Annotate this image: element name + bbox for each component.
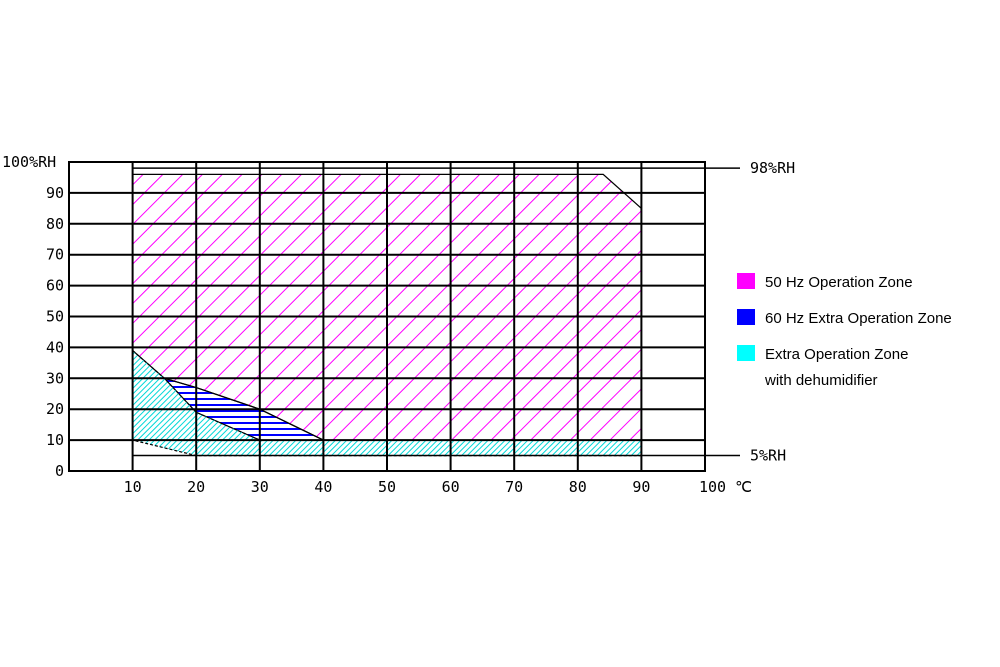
- reference-label-5: 5%RH: [750, 447, 786, 465]
- plot-frame: [68, 161, 706, 472]
- x-tick-label: 50: [378, 478, 396, 496]
- x-tick-label: 90: [632, 478, 650, 496]
- y-tick-label: 80: [46, 215, 64, 233]
- x-tick-label: 10: [124, 478, 142, 496]
- y-tick-label: 60: [46, 277, 64, 295]
- y-tick-label: 20: [46, 400, 64, 418]
- y-tick-label: 100%RH: [2, 153, 56, 171]
- y-tick-label: 50: [46, 308, 64, 326]
- legend-swatch-60hz: [737, 309, 755, 325]
- legend-label-60hz: 60 Hz Extra Operation Zone: [765, 310, 952, 327]
- legend-swatch-50hz: [737, 273, 755, 289]
- x-tick-label: 100 ℃: [699, 478, 752, 496]
- x-tick-label: 60: [442, 478, 460, 496]
- y-tick-label: 0: [55, 462, 64, 480]
- legend-label-dehumidifier-line1: Extra Operation Zone: [765, 346, 909, 363]
- zone-dehumidifier: [132, 349, 643, 457]
- reference-label-98: 98%RH: [750, 159, 795, 177]
- x-tick-label: 80: [569, 478, 587, 496]
- legend-swatch-dehumidifier: [737, 345, 755, 361]
- y-tick-label: 70: [46, 246, 64, 264]
- grid-layer: [68, 161, 706, 472]
- x-tick-label: 40: [314, 478, 332, 496]
- x-tick-label: 70: [505, 478, 523, 496]
- x-tick-label: 20: [187, 478, 205, 496]
- y-tick-label: 40: [46, 338, 64, 356]
- x-tick-labels: 10 20 30 40 50 60 70 80 90 100 ℃: [124, 478, 752, 496]
- legend-label-dehumidifier-line2: with dehumidifier: [765, 372, 878, 389]
- y-tick-label: 30: [46, 369, 64, 387]
- x-tick-label: 30: [251, 478, 269, 496]
- y-tick-labels: 0 10 20 30 40 50 60 70 80 90 100%RH: [2, 153, 64, 480]
- y-tick-label: 90: [46, 184, 64, 202]
- reference-lines: 98%RH 5%RH: [132, 159, 795, 465]
- y-tick-label: 10: [46, 431, 64, 449]
- legend-label-50hz: 50 Hz Operation Zone: [765, 274, 913, 291]
- legend-label-dehumidifier: Extra Operation Zone with dehumidifier: [765, 342, 908, 394]
